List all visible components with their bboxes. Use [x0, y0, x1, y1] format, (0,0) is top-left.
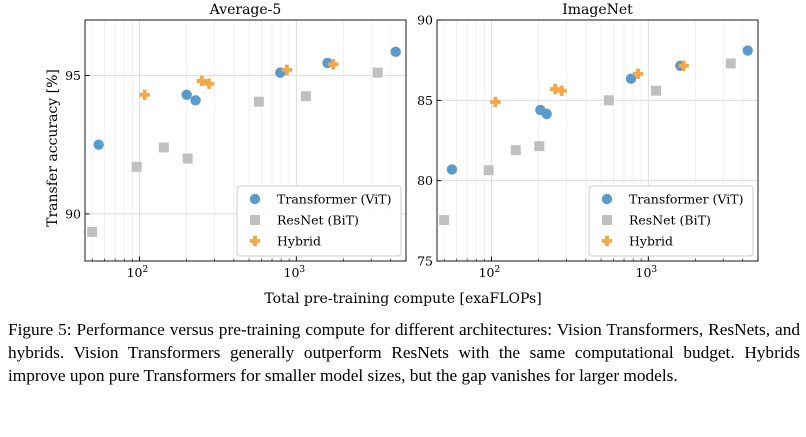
point-resnet [725, 58, 736, 69]
y-axis-label: Transfer accuracy [%] [45, 69, 61, 227]
x-axis-label: Total pre-training compute [exaFLOPs] [264, 291, 541, 307]
point-vit [446, 164, 458, 175]
legend-marker-resnet [250, 215, 260, 225]
legend-label-vit: Transformer (ViT) [629, 192, 743, 207]
point-vit [742, 45, 753, 56]
point-resnet [534, 141, 545, 152]
point-resnet [510, 145, 521, 156]
plot-frame [436, 19, 759, 262]
chart-title: Average-5 [209, 2, 282, 18]
point-resnet [87, 226, 98, 237]
point-resnet [131, 161, 142, 172]
legend-marker-vit [249, 193, 261, 205]
legend-box [588, 185, 754, 257]
point-resnet [253, 96, 264, 107]
point-resnet [439, 215, 450, 226]
point-hybrid [203, 78, 215, 89]
point-hybrid [196, 75, 208, 87]
x-tick-label: 102 [127, 265, 149, 280]
legend: Transformer (ViT) ResNet (BiT) Hybrid [236, 185, 402, 257]
point-hybrid [550, 83, 561, 95]
x-tick-label: 103 [636, 265, 658, 280]
x-tick-label: 103 [284, 265, 306, 280]
legend: Transformer (ViT) ResNet (BiT) Hybrid [588, 185, 754, 257]
panel-imagenet: ImageNet 102 103 75 80 85 90 Transformer (ViT) R… [417, 2, 759, 280]
legend-label-resnet: ResNet (BiT) [629, 213, 711, 228]
point-resnet [603, 95, 614, 106]
y-tick-label: 95 [65, 68, 81, 83]
legend-label-hybrid: Hybrid [629, 234, 673, 249]
y-tick-label: 90 [65, 206, 81, 221]
legend-label-resnet: ResNet (BiT) [277, 213, 359, 228]
point-hybrid [139, 89, 150, 100]
point-resnet [158, 142, 169, 153]
point-vit [181, 89, 192, 100]
y-tick-label: 90 [417, 13, 433, 28]
y-tick-label: 75 [417, 254, 433, 269]
point-hybrid [281, 64, 293, 76]
point-resnet [182, 153, 193, 164]
legend-marker-hybrid [249, 235, 261, 247]
legend-label-vit: Transformer (ViT) [277, 192, 391, 207]
point-hybrid [490, 96, 501, 108]
chart-title: ImageNet [562, 2, 633, 18]
plot-frame [84, 19, 407, 262]
point-vit [541, 108, 552, 120]
legend-marker-vit [601, 193, 613, 205]
point-vit [190, 95, 201, 106]
x-tick-label: 102 [479, 265, 501, 280]
point-hybrid [328, 59, 339, 70]
point-resnet [483, 165, 494, 176]
figure-caption: Figure 5: Performance versus pre-trainin… [8, 320, 800, 385]
y-tick-label: 80 [417, 173, 433, 188]
y-tick-label: 85 [417, 93, 433, 108]
point-vit [93, 139, 104, 150]
legend-marker-hybrid [601, 235, 613, 247]
point-resnet [300, 91, 311, 102]
point-hybrid [556, 85, 567, 96]
point-hybrid [678, 60, 689, 71]
legend-label-hybrid: Hybrid [277, 234, 321, 249]
point-resnet [651, 85, 662, 96]
panel-average5: Average-5 102 103 90 95 Transformer (ViT) ResN… [65, 2, 407, 280]
legend-marker-resnet [602, 215, 612, 225]
point-vit [625, 73, 637, 84]
legend-box [236, 185, 402, 257]
point-hybrid [632, 68, 644, 80]
point-vit [390, 46, 401, 58]
point-resnet [372, 67, 383, 78]
